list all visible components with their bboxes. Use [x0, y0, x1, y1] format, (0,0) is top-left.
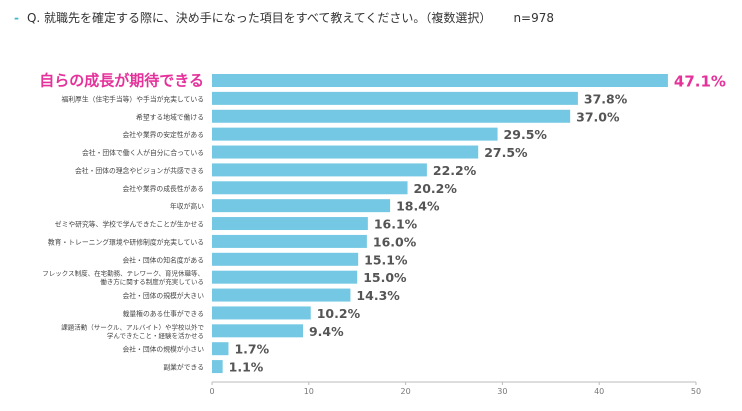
category-label: 働き方に関する制度が充実している: [100, 277, 204, 286]
question-text: Q. 就職先を確定する際に、決め手になった項目をすべて教えてください。（複数選択…: [26, 11, 492, 25]
bar: [212, 181, 408, 195]
x-tick-label: 20: [401, 387, 411, 396]
category-label: 会社・団体の知名度がある: [122, 255, 204, 264]
bar: [212, 324, 303, 338]
bar: [212, 145, 479, 159]
bar: [212, 288, 351, 302]
category-label: ゼミや研究等、学校で学んできたことが生かせる: [55, 220, 204, 229]
category-label: 教育・トレーニング環境や研修制度が充実している: [48, 237, 204, 246]
category-label: 自らの成長が期待できる: [39, 72, 204, 90]
bar: [212, 234, 367, 248]
x-tick-label: 0: [209, 387, 214, 396]
data-label: 1.1%: [229, 360, 264, 375]
data-label: 27.5%: [484, 145, 528, 160]
bar: [212, 109, 571, 123]
x-tick-label: 30: [497, 387, 507, 396]
data-label: 16.0%: [373, 234, 417, 249]
x-tick-label: 40: [594, 387, 604, 396]
category-label: 会社・団体で働く人が自分に合っている: [82, 148, 204, 157]
bar: [212, 217, 368, 231]
category-label: 希望する地域で働ける: [136, 112, 204, 121]
data-label: 15.0%: [363, 270, 407, 285]
category-label: 裁量権のある仕事ができる: [123, 309, 204, 318]
data-label: 10.2%: [317, 306, 361, 321]
category-label: 会社や業界の安定性がある: [122, 130, 204, 139]
dash-icon: -: [14, 11, 19, 25]
category-label: 福利厚生（住宅手当等）や手当が充実している: [61, 94, 204, 103]
category-label: 年収が高い: [170, 202, 204, 211]
data-label: 16.1%: [374, 217, 418, 232]
data-label: 20.2%: [414, 181, 458, 196]
data-label: 18.4%: [396, 199, 440, 214]
x-tick-label: 50: [691, 387, 701, 396]
data-label: 15.1%: [364, 252, 408, 267]
bar: [212, 91, 578, 105]
category-label: 学んできたこと・経験を活かせる: [107, 331, 204, 340]
data-label: 29.5%: [504, 127, 548, 142]
category-label: フレックス制度、在宅勤務、テレワーク、育児休職等、: [42, 269, 204, 278]
data-label: 1.7%: [234, 342, 269, 357]
bar: [212, 74, 668, 87]
bar: [212, 306, 311, 320]
data-label: 22.2%: [433, 163, 477, 178]
category-label: 会社・団体の理念やビジョンが共感できる: [75, 166, 204, 175]
bar: [212, 270, 358, 284]
data-label: 47.1%: [674, 73, 726, 91]
category-label: 課題活動（サークル、アルバイト）や学校以外で: [61, 322, 204, 331]
category-label: 会社・団体の規模が小さい: [122, 345, 204, 354]
data-label: 37.8%: [584, 91, 628, 106]
category-label: 会社・団体の規模が大きい: [122, 291, 204, 300]
data-label: 9.4%: [309, 324, 344, 339]
sample-size: n=978: [513, 11, 555, 25]
category-label: 副業ができる: [163, 363, 204, 372]
bar: [212, 199, 391, 213]
category-label: 会社や業界の成長性がある: [122, 184, 204, 193]
data-label: 37.0%: [576, 109, 620, 124]
bar: [212, 163, 427, 177]
bar: [212, 342, 229, 356]
bar: [212, 360, 223, 374]
question-header: - Q. 就職先を確定する際に、決め手になった項目をすべて教えてください。（複数選…: [14, 10, 554, 26]
bar: [212, 252, 359, 266]
x-tick-label: 10: [304, 387, 314, 396]
data-label: 14.3%: [356, 288, 400, 303]
bar: [212, 127, 498, 141]
